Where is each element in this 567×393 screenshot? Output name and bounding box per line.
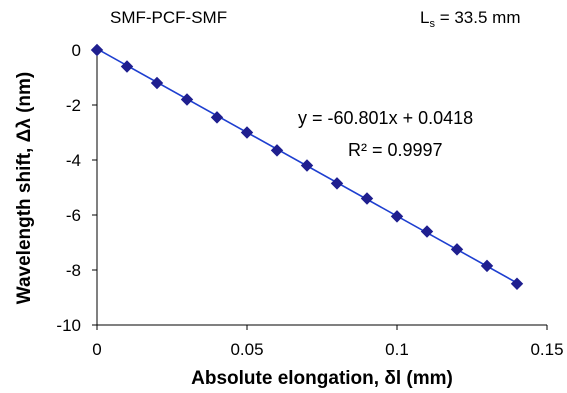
data-point [180, 93, 194, 106]
x-axis-title: Absolute elongation, δl (mm) [191, 368, 453, 389]
data-point [360, 192, 374, 205]
data-point [330, 177, 344, 190]
data-point [420, 225, 434, 238]
axes [92, 49, 548, 330]
data-point [450, 243, 464, 256]
y-tick-label: 0 [72, 41, 81, 60]
length-symbol: L [420, 8, 430, 27]
data-point [90, 43, 104, 57]
y-tick-label: -8 [66, 261, 81, 280]
x-tick-label: 0 [92, 340, 101, 359]
data-point [390, 210, 404, 223]
length-value: = 33.5 mm [434, 8, 521, 27]
data-marks [90, 43, 524, 290]
y-tick-label: -2 [66, 96, 81, 115]
data-point [510, 277, 524, 290]
data-point [300, 159, 314, 172]
length-subscript: s [429, 18, 435, 30]
y-tick-label: -10 [56, 316, 81, 335]
data-point [480, 259, 494, 273]
header-right-label: Ls = 33.5 mm [420, 8, 520, 30]
data-point [120, 60, 134, 73]
data-point [210, 111, 224, 124]
r-squared-label: R² = 0.9997 [348, 140, 443, 160]
chart-labels: 0 0.05 0.1 0.15 0 -2 -4 -6 -8 -10 Absolute elongat… [14, 41, 564, 389]
x-tick-label: 0.05 [230, 340, 263, 359]
header-left-label: SMF-PCF-SMF [110, 8, 228, 27]
y-axis-title: Wavelength shift, Δλ (nm) [14, 72, 35, 305]
y-tick-label: -4 [66, 151, 81, 170]
fit-equation-label: y = -60.801x + 0.0418 [298, 108, 473, 128]
data-point [240, 126, 254, 139]
x-tick-label: 0.1 [385, 340, 409, 359]
data-point [270, 144, 284, 157]
data-point [150, 76, 164, 90]
y-tick-label: -6 [66, 206, 81, 225]
x-tick-label: 0.15 [530, 340, 563, 359]
